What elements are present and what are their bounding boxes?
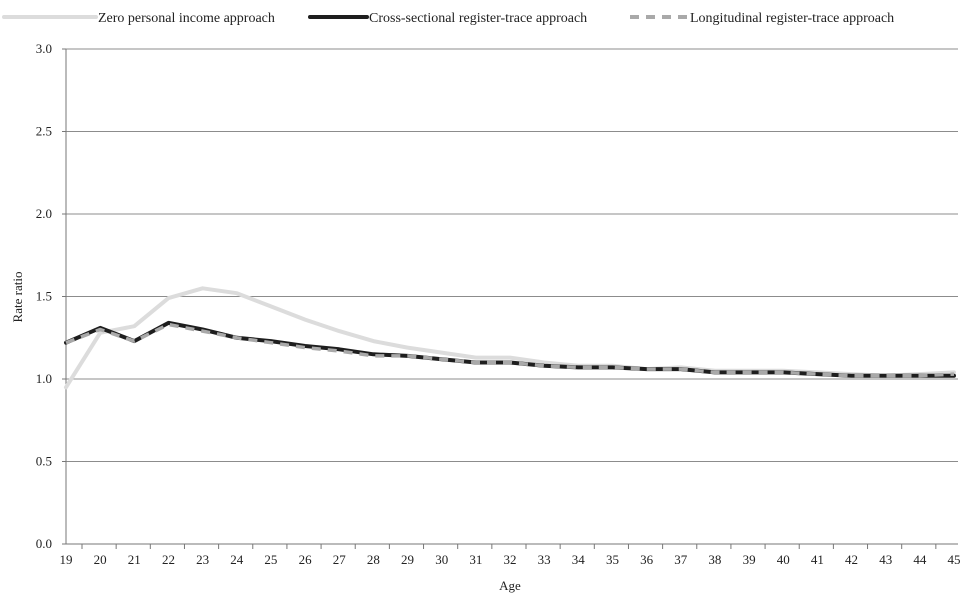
- x-tick-label: 30: [435, 552, 448, 567]
- legend-label: Longitudinal register-trace approach: [690, 11, 894, 26]
- x-tick-label: 38: [708, 552, 721, 567]
- x-tick-label: 19: [60, 552, 73, 567]
- x-tick-label: 26: [299, 552, 313, 567]
- x-tick-label: 44: [913, 552, 927, 567]
- x-tick-label: 29: [401, 552, 414, 567]
- x-tick-label: 33: [538, 552, 551, 567]
- y-tick-labels: 0.0 0.5 1.0 1.5 2.0 2.5 3.0: [36, 41, 52, 551]
- y-tick-label: 1.0: [36, 371, 52, 386]
- legend-label: Cross-sectional register-trace approach: [369, 11, 587, 26]
- series-line-2: [64, 320, 956, 378]
- x-tick-label: 40: [777, 552, 790, 567]
- x-tick-label: 41: [811, 552, 824, 567]
- x-tick-label: 43: [879, 552, 892, 567]
- x-tick-label: 23: [196, 552, 209, 567]
- x-axis-title: Age: [499, 578, 521, 593]
- y-tick-label: 0.0: [36, 536, 52, 551]
- y-tick-label: 1.5: [36, 289, 52, 304]
- x-tick-label: 42: [845, 552, 858, 567]
- legend-label: Zero personal income approach: [98, 11, 275, 26]
- x-tick-label: 20: [94, 552, 107, 567]
- y-tick-label: 0.5: [36, 454, 52, 469]
- x-tick-label: 34: [572, 552, 586, 567]
- x-tick-label: 27: [333, 552, 347, 567]
- x-tick-label: 45: [948, 552, 960, 567]
- y-tick-label: 3.0: [36, 41, 52, 56]
- y-axis-title: Rate ratio: [10, 272, 25, 323]
- x-tick-label: 22: [162, 552, 175, 567]
- x-tick-labels: 19 20 21 22 23 24 25 26 27 28 29 30 31 32 33 34 35 36 37 38…: [60, 552, 960, 567]
- x-tick-label: 21: [128, 552, 141, 567]
- x-tick-label: 24: [230, 552, 244, 567]
- axes: [62, 48, 958, 549]
- series-line-3: [65, 322, 955, 378]
- legend: Zero personal income approach Cross-secti…: [2, 11, 894, 26]
- x-tick-label: 32: [504, 552, 517, 567]
- x-tick-label: 31: [469, 552, 482, 567]
- x-tick-label: 28: [367, 552, 380, 567]
- x-tick-label: 39: [743, 552, 756, 567]
- x-tick-label: 37: [674, 552, 688, 567]
- grid-lines: [66, 48, 958, 462]
- x-tick-label: 35: [606, 552, 619, 567]
- x-tick-label: 25: [264, 552, 277, 567]
- y-tick-label: 2.5: [36, 124, 52, 139]
- x-tick-label: 36: [640, 552, 654, 567]
- y-tick-label: 2.0: [36, 206, 52, 221]
- series-lines: [64, 286, 956, 390]
